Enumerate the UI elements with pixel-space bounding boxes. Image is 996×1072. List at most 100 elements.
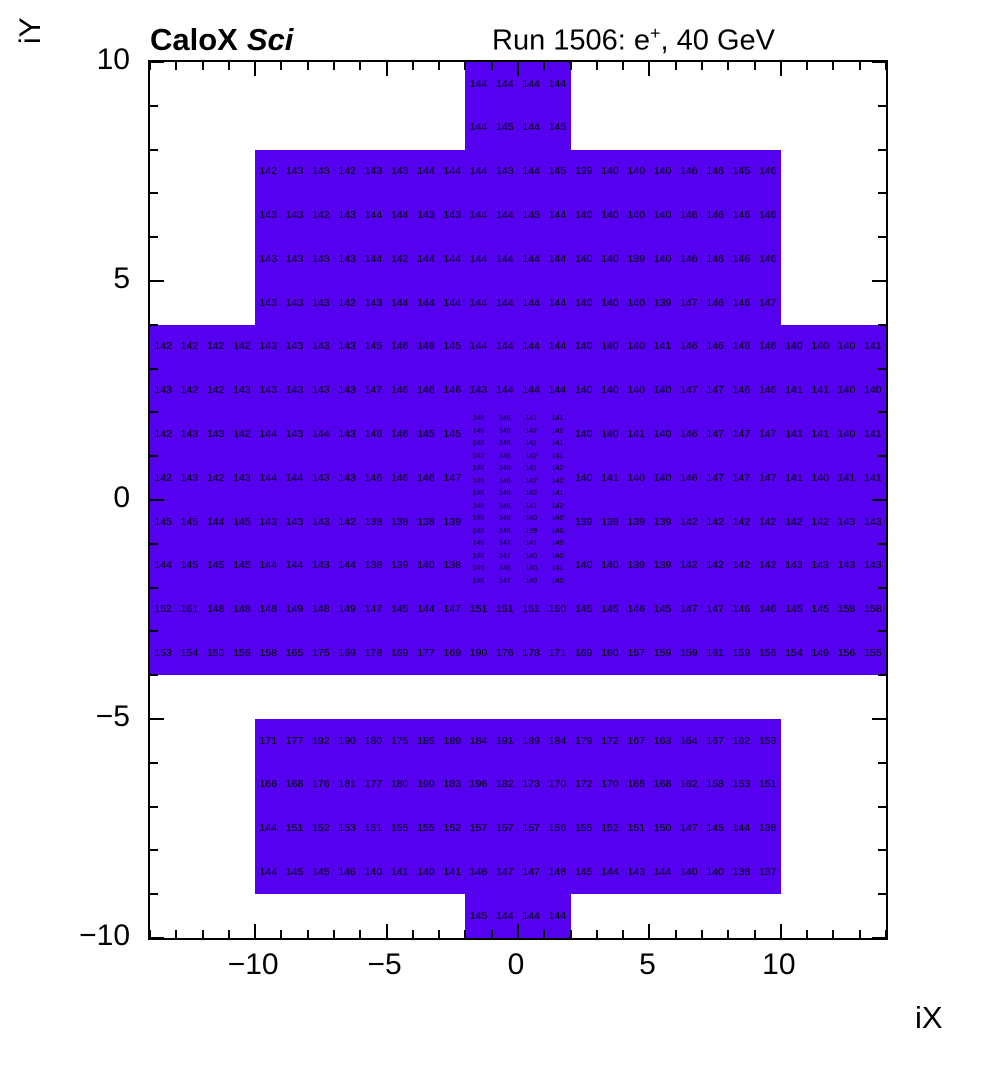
x-axis-tick <box>149 62 151 70</box>
heatmap-cell: 151 <box>364 822 383 835</box>
y-axis-tick <box>150 718 164 720</box>
heatmap-plot-area[interactable]: 144 144 144 144 144 145 144 145 142 143 143 142 143 1… <box>150 62 886 938</box>
x-axis-tick <box>674 930 677 938</box>
heatmap-cell: 149 <box>285 603 304 616</box>
heatmap-cell: 144 <box>285 471 304 484</box>
heatmap-cell: 144 <box>259 822 278 835</box>
y-tick-label: 5 <box>113 262 130 295</box>
heatmap-cell: 138 <box>758 822 777 835</box>
x-axis-tick <box>595 62 598 70</box>
heatmap-cell: 159 <box>680 647 698 660</box>
x-axis-tick <box>648 62 651 76</box>
heatmap-cell: 170 <box>601 778 619 791</box>
heatmap-cell: 140 <box>653 165 672 178</box>
heatmap-cell: 189 <box>522 734 540 747</box>
heatmap-cell: 151 <box>522 603 540 616</box>
heatmap-cell: 181 <box>338 778 356 791</box>
x-axis-tick <box>543 62 546 70</box>
heatmap-cell: 162 <box>732 734 751 747</box>
heatmap-cell: 190 <box>469 647 488 660</box>
x-axis-tick <box>201 62 204 70</box>
heatmap-cell: 179 <box>574 734 593 747</box>
heatmap-cell: 148 <box>312 603 330 616</box>
heatmap-cell: 143 <box>285 384 304 397</box>
heatmap-cell: 141 <box>551 415 564 423</box>
heatmap-cell: 140 <box>627 471 646 484</box>
y-axis-tick <box>878 236 886 239</box>
heatmap-cell: 144 <box>496 252 514 265</box>
heatmap-cell: 142 <box>732 559 751 572</box>
heatmap-cell: 146 <box>499 440 511 448</box>
heatmap-cell: 146 <box>499 527 511 535</box>
heatmap-cell: 145 <box>601 603 619 616</box>
heatmap-cell: 148 <box>233 603 251 616</box>
x-axis-tick <box>490 930 493 938</box>
x-axis-tick <box>622 930 625 938</box>
heatmap-cell: 160 <box>601 647 619 660</box>
heatmap-cell: 143 <box>285 515 304 528</box>
x-tick-label: −10 <box>227 948 279 981</box>
heatmap-cell: 156 <box>548 822 567 835</box>
heatmap-cell: 147 <box>758 428 777 441</box>
plot-title-right: Run 1506: e+, 40 GeV <box>492 23 775 58</box>
heatmap-cell: 143 <box>285 428 304 441</box>
heatmap-cell: 167 <box>627 734 646 747</box>
x-axis-tick <box>201 930 204 938</box>
heatmap-cell: 143 <box>259 384 278 397</box>
heatmap-cell: 141 <box>525 415 537 423</box>
heatmap-cell: 176 <box>496 647 514 660</box>
heatmap-cell: 143 <box>312 384 330 397</box>
heatmap-cell: 143 <box>338 384 356 397</box>
y-axis-tick <box>878 323 886 326</box>
heatmap-cell: 142 <box>233 340 251 353</box>
heatmap-cell: 146 <box>390 340 409 353</box>
x-axis-tick <box>569 930 572 938</box>
y-axis-tick <box>878 542 886 545</box>
y-axis-tick <box>872 280 886 282</box>
heatmap-cell: 142 <box>338 515 356 528</box>
heatmap-cell: 140 <box>525 577 537 585</box>
heatmap-cell: 140 <box>653 252 672 265</box>
heatmap-cell: 140 <box>680 866 698 879</box>
heatmap-cell: 146 <box>417 471 435 484</box>
heatmap-cell: 141 <box>525 440 537 448</box>
heatmap-cell: 155 <box>864 647 882 660</box>
heatmap-cell: 140 <box>574 209 593 222</box>
heatmap-cell: 145 <box>154 515 172 528</box>
heatmap-cell: 142 <box>233 428 251 441</box>
heatmap-cell: 177 <box>417 647 435 660</box>
heatmap-cell: 141 <box>627 428 646 441</box>
heatmap-cell: 140 <box>574 340 593 353</box>
heatmap-cell: 145 <box>443 340 462 353</box>
heatmap-cell: 143 <box>312 165 330 178</box>
x-axis-tick <box>280 62 283 70</box>
heatmap-cell: 142 <box>551 502 564 510</box>
heatmap-cell: 144 <box>496 296 514 309</box>
heatmap-cell: 143 <box>338 471 356 484</box>
heatmap-cell: 144 <box>548 296 567 309</box>
heatmap-cell: 156 <box>758 647 777 660</box>
x-axis-tick <box>858 930 861 938</box>
y-axis-tick <box>878 367 886 370</box>
heatmap-cell: 140 <box>653 471 672 484</box>
y-axis-tick-labels: −10 −5 0 5 10 <box>0 43 138 952</box>
y-axis-tick <box>150 367 158 370</box>
heatmap-cell: 140 <box>864 384 882 397</box>
x-axis-tick <box>385 62 388 76</box>
heatmap-cell: 144 <box>469 77 488 90</box>
heatmap-cell: 146 <box>706 296 724 309</box>
heatmap-cell: 178 <box>522 647 540 660</box>
heatmap-cell: 146 <box>472 477 485 485</box>
heatmap-cell: 145 <box>469 909 488 922</box>
heatmap-cell: 189 <box>443 734 462 747</box>
heatmap-cell: 143 <box>233 471 251 484</box>
heatmap-cell: 142 <box>312 209 330 222</box>
x-axis-tick <box>490 62 493 70</box>
heatmap-cell: 146 <box>680 165 698 178</box>
y-axis-tick <box>150 761 158 764</box>
heatmap-cell: 142 <box>206 471 225 484</box>
heatmap-cell: 140 <box>601 340 619 353</box>
heatmap-cell: 146 <box>472 427 485 435</box>
heatmap-cell: 141 <box>525 465 537 473</box>
